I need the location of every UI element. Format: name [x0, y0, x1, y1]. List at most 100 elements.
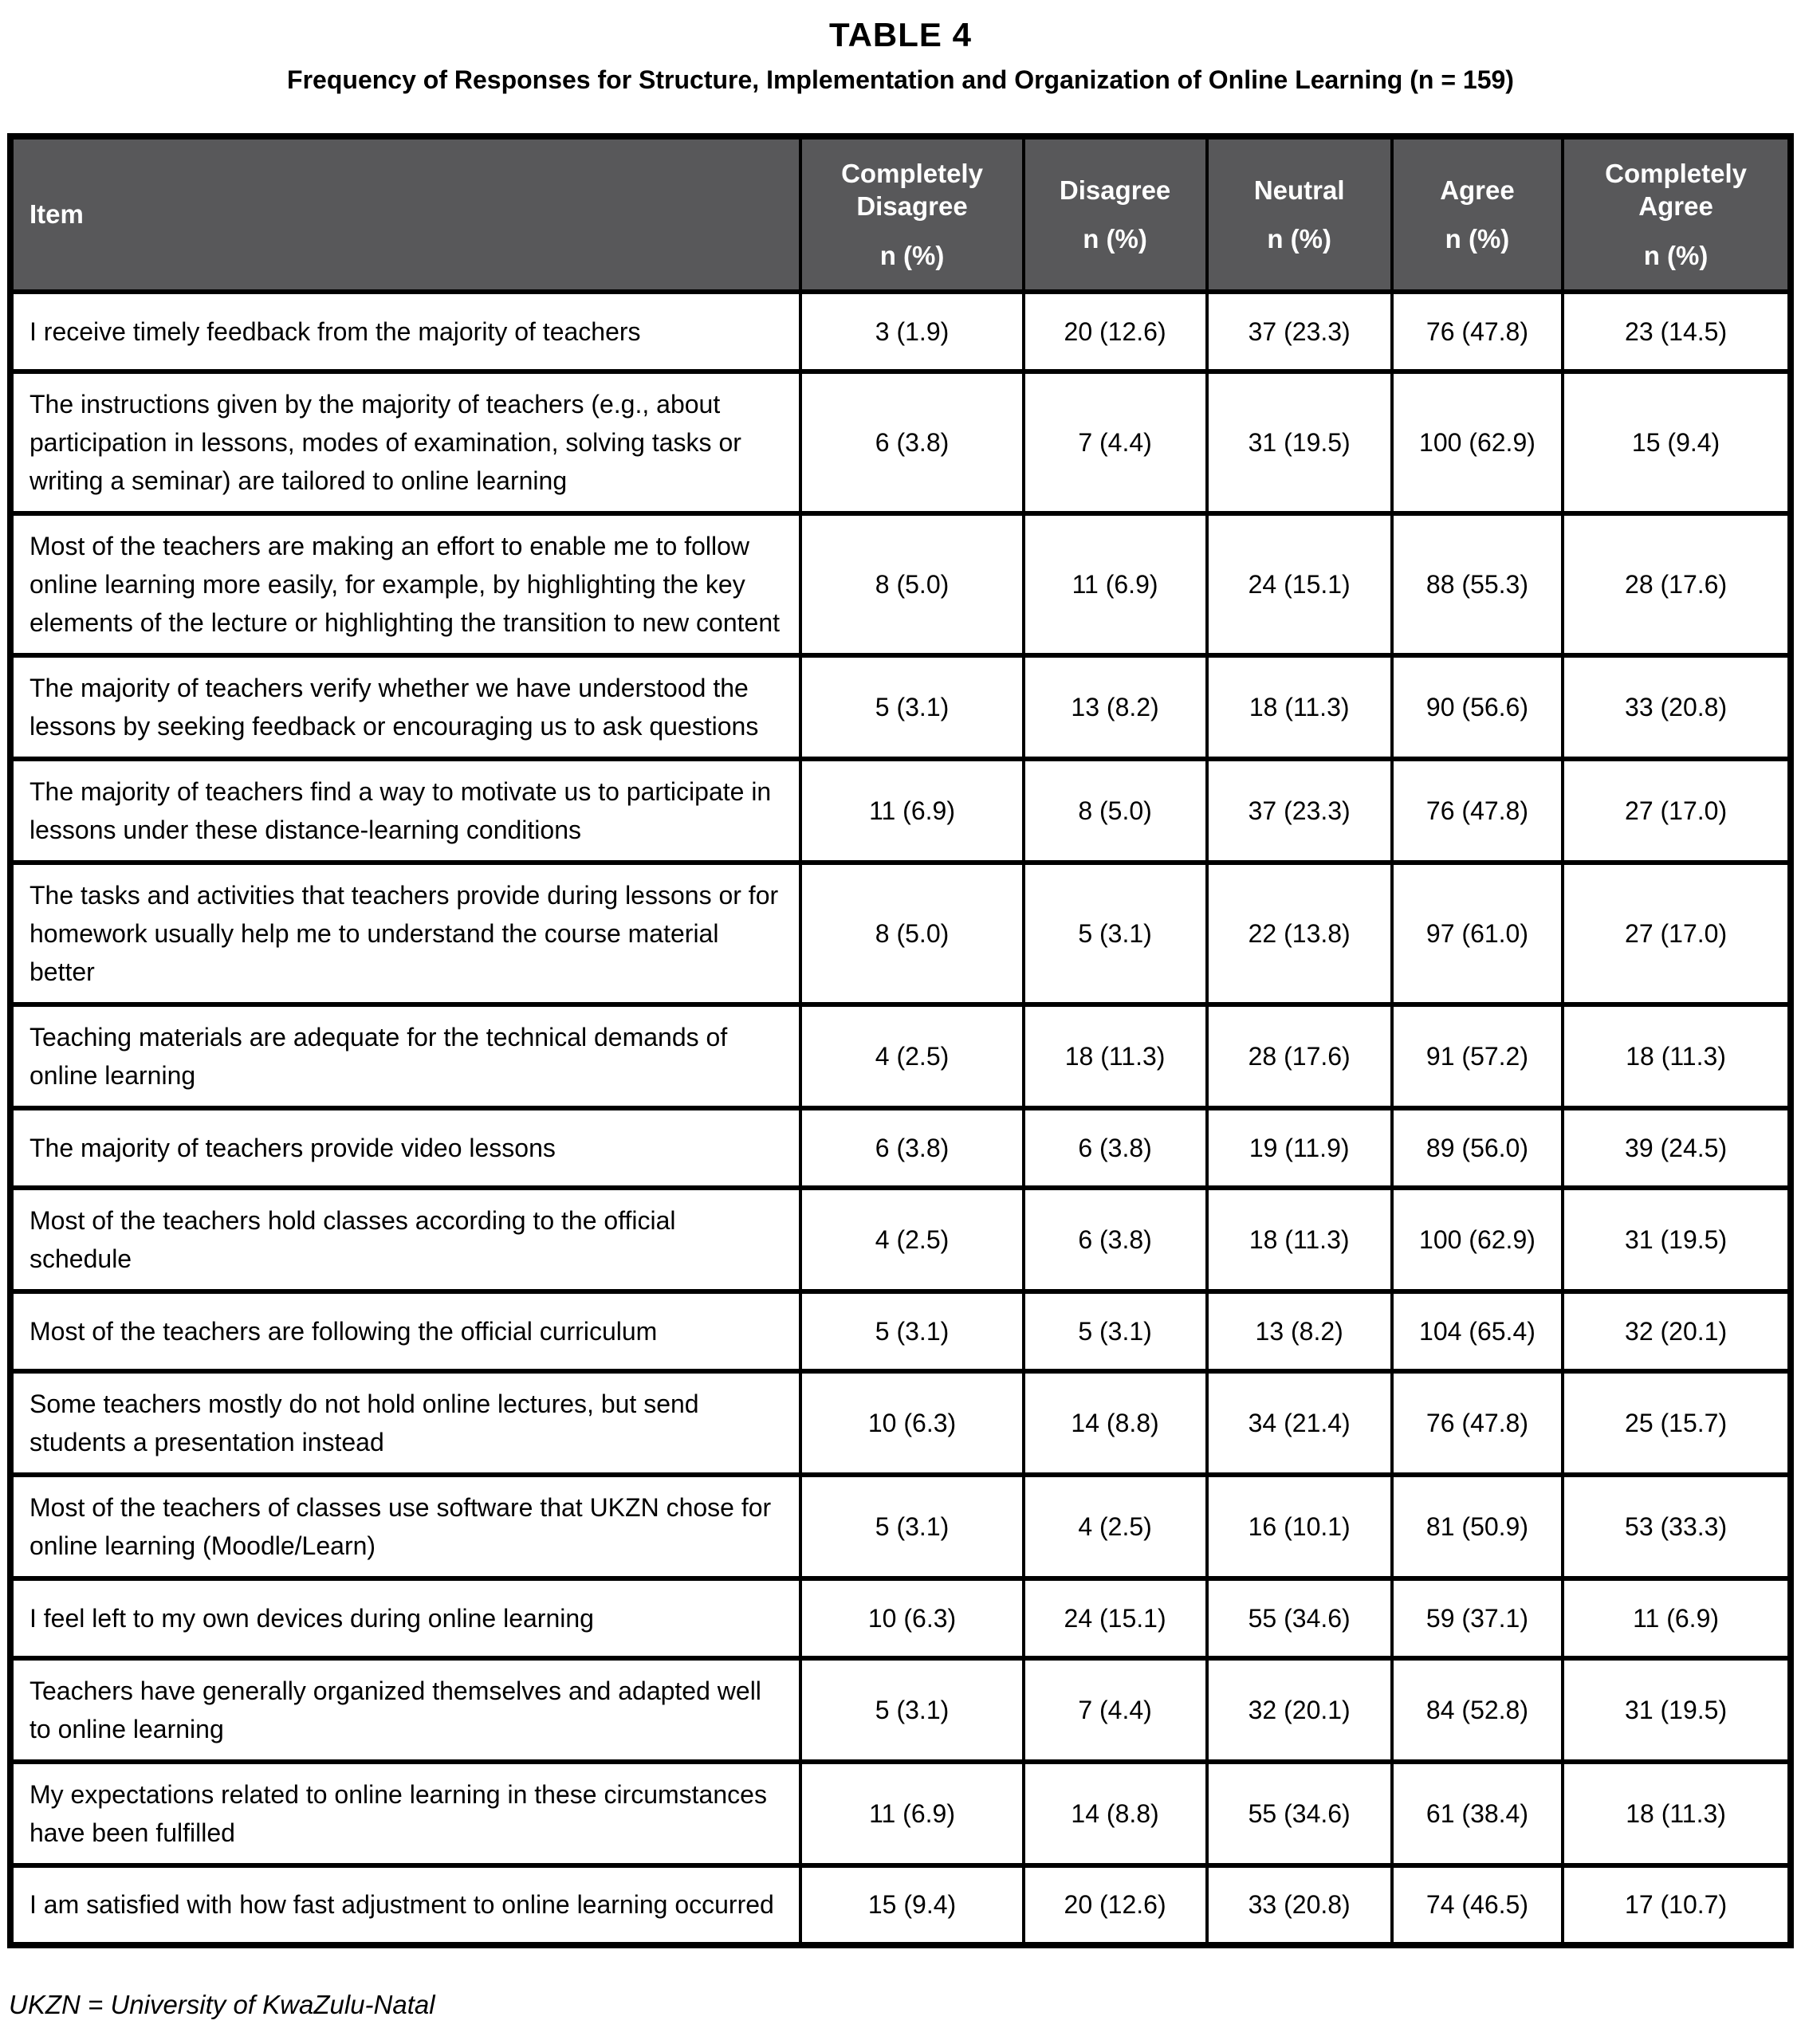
value-cell: 61 (38.4) — [1390, 1759, 1565, 1868]
value-cell: 28 (17.6) — [1561, 510, 1792, 658]
table-row: The majority of teachers verify whether … — [8, 652, 1792, 761]
table-row: I am satisfied with how fast adjustment … — [8, 1862, 1792, 1948]
table-row: I receive timely feedback from the major… — [8, 289, 1792, 374]
table-row: The majority of teachers provide video l… — [8, 1105, 1792, 1190]
value-cell: 89 (56.0) — [1390, 1105, 1565, 1190]
table-body: I receive timely feedback from the major… — [8, 289, 1792, 1948]
table-row: The instructions given by the majority o… — [8, 368, 1792, 516]
value-cell: 90 (56.6) — [1390, 652, 1565, 761]
column-header-sub: n (%) — [1267, 223, 1331, 254]
value-cell: 74 (46.5) — [1390, 1862, 1565, 1948]
column-header-sub: n (%) — [879, 240, 945, 270]
item-cell: I feel left to my own devices during onl… — [8, 1575, 803, 1661]
column-header-completely-agree: Completely Agree n (%) — [1561, 134, 1792, 294]
column-header-label: Completely Disagree — [841, 159, 983, 222]
value-cell: 31 (19.5) — [1561, 1185, 1792, 1294]
value-cell: 76 (47.8) — [1390, 289, 1565, 374]
table-row: Some teachers mostly do not hold online … — [8, 1368, 1792, 1477]
value-cell: 32 (20.1) — [1205, 1655, 1394, 1764]
item-cell: The instructions given by the majority o… — [8, 368, 803, 516]
value-cell: 13 (8.2) — [1021, 652, 1209, 761]
value-cell: 39 (24.5) — [1561, 1105, 1792, 1190]
value-cell: 5 (3.1) — [799, 1472, 1025, 1581]
value-cell: 4 (2.5) — [799, 1185, 1025, 1294]
item-cell: Most of the teachers hold classes accord… — [8, 1185, 803, 1294]
value-cell: 76 (47.8) — [1390, 756, 1565, 865]
value-cell: 5 (3.1) — [799, 652, 1025, 761]
table-row: The majority of teachers find a way to m… — [8, 756, 1792, 865]
value-cell: 100 (62.9) — [1390, 1185, 1565, 1294]
value-cell: 15 (9.4) — [799, 1862, 1025, 1948]
table-row: Most of the teachers are making an effor… — [8, 510, 1792, 658]
value-cell: 18 (11.3) — [1205, 1185, 1394, 1294]
value-cell: 24 (15.1) — [1205, 510, 1394, 658]
value-cell: 15 (9.4) — [1561, 368, 1792, 516]
value-cell: 37 (23.3) — [1205, 289, 1394, 374]
value-cell: 7 (4.4) — [1021, 368, 1209, 516]
table-row: The tasks and activities that teachers p… — [8, 859, 1792, 1007]
value-cell: 4 (2.5) — [1021, 1472, 1209, 1581]
item-cell: I am satisfied with how fast adjustment … — [8, 1862, 803, 1948]
item-cell: The majority of teachers verify whether … — [8, 652, 803, 761]
value-cell: 11 (6.9) — [799, 756, 1025, 865]
item-cell: Some teachers mostly do not hold online … — [8, 1368, 803, 1477]
value-cell: 11 (6.9) — [1021, 510, 1209, 658]
item-cell: Most of the teachers are following the o… — [8, 1288, 803, 1374]
table-row: My expectations related to online learni… — [8, 1759, 1792, 1868]
value-cell: 20 (12.6) — [1021, 289, 1209, 374]
value-cell: 81 (50.9) — [1390, 1472, 1565, 1581]
value-cell: 19 (11.9) — [1205, 1105, 1394, 1190]
value-cell: 11 (6.9) — [1561, 1575, 1792, 1661]
column-header-neutral: Neutral n (%) — [1205, 134, 1394, 294]
value-cell: 33 (20.8) — [1205, 1862, 1394, 1948]
item-cell: Teaching materials are adequate for the … — [8, 1001, 803, 1110]
column-header-item: Item — [8, 134, 803, 294]
column-header-agree: Agree n (%) — [1390, 134, 1565, 294]
value-cell: 91 (57.2) — [1390, 1001, 1565, 1110]
value-cell: 10 (6.3) — [799, 1368, 1025, 1477]
value-cell: 27 (17.0) — [1561, 859, 1792, 1007]
value-cell: 76 (47.8) — [1390, 1368, 1565, 1477]
value-cell: 28 (17.6) — [1205, 1001, 1394, 1110]
column-header-label: Agree — [1440, 175, 1515, 205]
table-number: TABLE 4 — [829, 16, 972, 53]
value-cell: 24 (15.1) — [1021, 1575, 1209, 1661]
value-cell: 5 (3.1) — [799, 1655, 1025, 1764]
value-cell: 22 (13.8) — [1205, 859, 1394, 1007]
value-cell: 27 (17.0) — [1561, 756, 1792, 865]
value-cell: 8 (5.0) — [1021, 756, 1209, 865]
column-header-sub: n (%) — [1083, 223, 1147, 254]
value-cell: 11 (6.9) — [799, 1759, 1025, 1868]
value-cell: 4 (2.5) — [799, 1001, 1025, 1110]
value-cell: 31 (19.5) — [1561, 1655, 1792, 1764]
value-cell: 18 (11.3) — [1021, 1001, 1209, 1110]
column-header-sub: n (%) — [1445, 223, 1510, 254]
item-cell: I receive timely feedback from the major… — [8, 289, 803, 374]
item-cell: The majority of teachers provide video l… — [8, 1105, 803, 1190]
value-cell: 32 (20.1) — [1561, 1288, 1792, 1374]
value-cell: 18 (11.3) — [1205, 652, 1394, 761]
table-caption: Frequency of Responses for Structure, Im… — [287, 65, 1514, 94]
item-cell: Teachers have generally organized themse… — [8, 1655, 803, 1764]
table-row: Teaching materials are adequate for the … — [8, 1001, 1792, 1110]
value-cell: 14 (8.8) — [1021, 1759, 1209, 1868]
value-cell: 31 (19.5) — [1205, 368, 1394, 516]
value-cell: 23 (14.5) — [1561, 289, 1792, 374]
column-header-disagree: Disagree n (%) — [1021, 134, 1209, 294]
column-header-completely-disagree: Completely Disagree n (%) — [799, 134, 1025, 294]
column-header-sub: n (%) — [1643, 240, 1709, 270]
value-cell: 100 (62.9) — [1390, 368, 1565, 516]
value-cell: 6 (3.8) — [799, 368, 1025, 516]
frequency-table: Item Completely Disagree n (%) Disagree n (%… — [7, 133, 1794, 1948]
value-cell: 18 (11.3) — [1561, 1759, 1792, 1868]
value-cell: 7 (4.4) — [1021, 1655, 1209, 1764]
value-cell: 53 (33.3) — [1561, 1472, 1792, 1581]
value-cell: 13 (8.2) — [1205, 1288, 1394, 1374]
table-row: Teachers have generally organized themse… — [8, 1655, 1792, 1764]
value-cell: 6 (3.8) — [1021, 1185, 1209, 1294]
value-cell: 88 (55.3) — [1390, 510, 1565, 658]
value-cell: 25 (15.7) — [1561, 1368, 1792, 1477]
value-cell: 97 (61.0) — [1390, 859, 1565, 1007]
table-row: Most of the teachers hold classes accord… — [8, 1185, 1792, 1294]
item-cell: Most of the teachers of classes use soft… — [8, 1472, 803, 1581]
